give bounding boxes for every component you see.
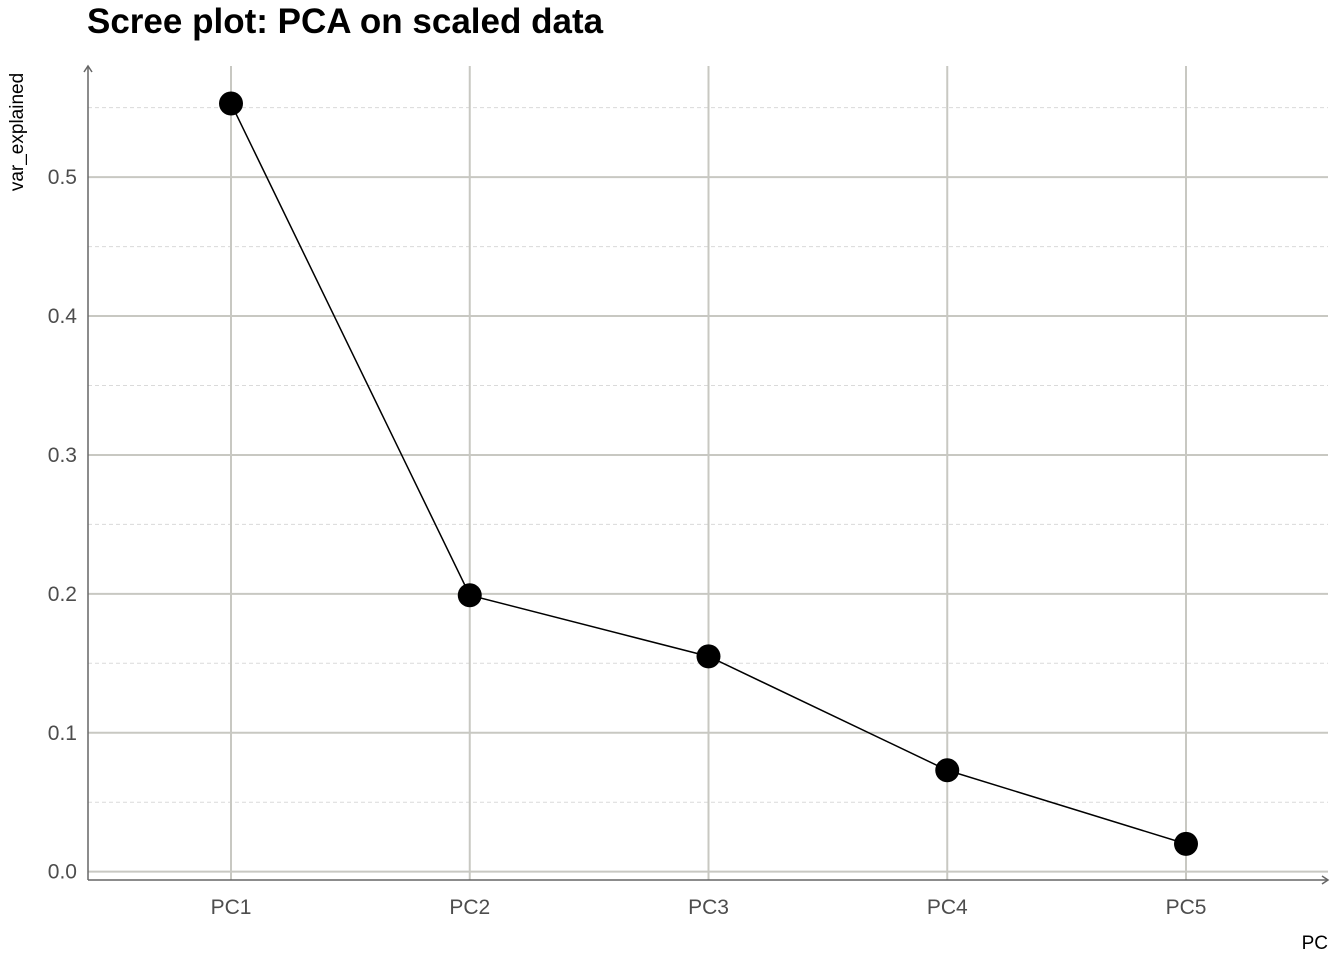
y-tick-labels: 0.0 0.1 0.2 0.3 0.4 0.5: [48, 166, 78, 884]
data-points: [219, 91, 1198, 856]
y-tick-label: 0.5: [48, 166, 77, 189]
y-tick-label: 0.2: [48, 583, 77, 606]
x-tick-label: PC4: [927, 896, 968, 919]
grid-lines: [88, 66, 1328, 880]
data-point-pc3: [696, 644, 721, 669]
data-point-pc1: [219, 91, 243, 116]
y-tick-label: 0.3: [48, 444, 77, 467]
axes: [83, 64, 1330, 885]
x-tick-label: PC1: [211, 896, 252, 919]
y-tick-label: 0.4: [48, 305, 78, 328]
y-tick-label: 0.0: [48, 861, 77, 884]
x-tick-label: PC2: [449, 896, 490, 919]
y-tick-label: 0.1: [48, 722, 77, 745]
data-point-pc4: [935, 758, 960, 783]
x-axis-title: PC: [1302, 933, 1328, 954]
x-tick-label: PC3: [688, 896, 729, 919]
x-axis-arrow-icon: [1321, 875, 1330, 885]
x-tick-labels: PC1 PC2 PC3 PC4 PC5: [211, 896, 1207, 919]
chart-title: Scree plot: PCA on scaled data: [87, 2, 604, 41]
y-axis-title: var_explained: [7, 73, 28, 191]
x-tick-label: PC5: [1166, 896, 1207, 919]
data-point-pc2: [457, 583, 482, 608]
y-axis-arrow-icon: [83, 64, 93, 73]
data-point-pc5: [1174, 831, 1198, 856]
